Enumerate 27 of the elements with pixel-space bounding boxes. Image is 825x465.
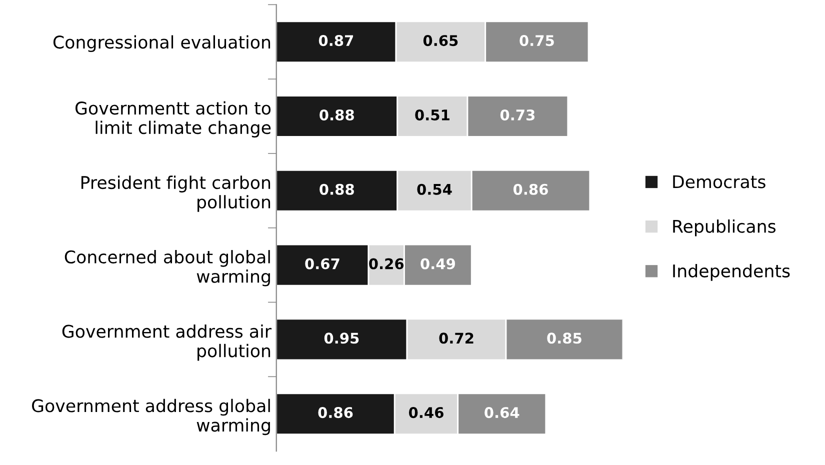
data-label: 0.64 <box>484 407 520 418</box>
y-tick-label: Governmentt action to limit climate change <box>76 101 271 138</box>
y-tick-label: Government address air pollution <box>62 324 272 361</box>
data-label: 0.46 <box>408 407 444 418</box>
y-tick-label: Concerned about global warming <box>64 250 270 286</box>
data-label: 0.67 <box>305 258 340 270</box>
legend-label: Independents <box>673 264 790 281</box>
data-label: 0.75 <box>520 35 554 46</box>
legend-label: Republicans <box>673 219 776 236</box>
legend-label: Democrats <box>673 175 766 188</box>
y-tick-label: President fight carbon pollution <box>81 176 270 212</box>
data-label: 0.95 <box>324 332 359 344</box>
data-label: 0.86 <box>513 184 548 195</box>
data-label: 0.88 <box>320 184 354 195</box>
data-label: 0.65 <box>423 35 458 46</box>
data-label: 0.49 <box>420 258 455 270</box>
data-label: 0.54 <box>417 184 452 195</box>
data-label: 0.72 <box>439 332 474 344</box>
data-label: 0.88 <box>320 109 354 120</box>
data-label: 0.87 <box>318 35 354 46</box>
data-label: 0.73 <box>500 109 535 120</box>
y-tick-label: Government address global warming <box>32 398 270 436</box>
data-label: 0.26 <box>369 258 404 270</box>
data-label: 0.51 <box>415 109 450 120</box>
y-tick-label: Congressional evaluation <box>53 35 270 52</box>
data-label: 0.86 <box>318 407 353 418</box>
data-label: 0.85 <box>547 332 582 344</box>
